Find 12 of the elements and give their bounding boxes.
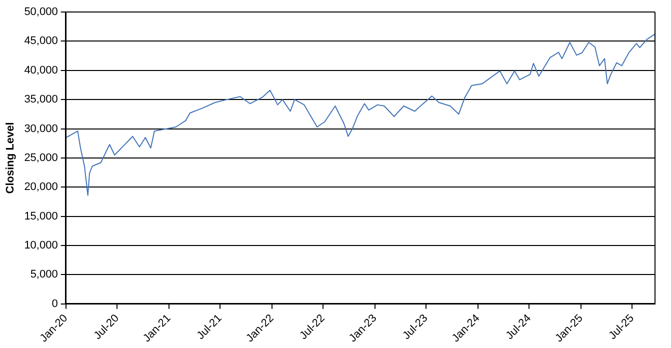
y-tick-label: 5,000: [30, 268, 58, 281]
y-tick-label: 50,000: [24, 6, 58, 18]
y-axis-title: Closing Level: [4, 122, 17, 194]
y-tick-label: 40,000: [24, 64, 58, 76]
y-tick-label: 30,000: [24, 122, 58, 135]
y-tick-label: 15,000: [24, 210, 58, 222]
y-tick-label: 20,000: [24, 181, 58, 194]
y-tick-label: 35,000: [24, 94, 58, 106]
y-tick-label: 0: [52, 298, 58, 310]
y-tick-label: 45,000: [24, 35, 58, 48]
y-tick-label: 25,000: [24, 152, 58, 164]
y-tick-label: 10,000: [24, 240, 58, 252]
